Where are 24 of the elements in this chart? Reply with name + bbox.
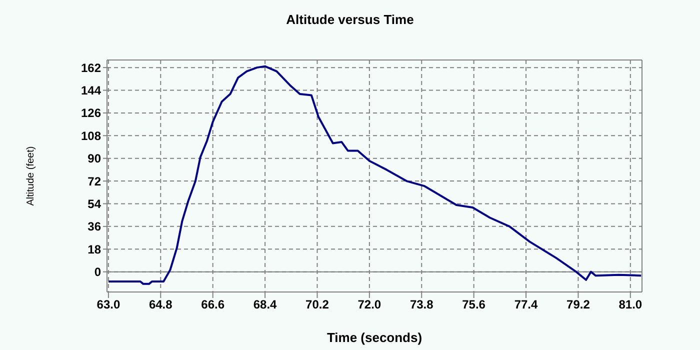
y-tick-label: 90 (88, 152, 102, 166)
x-tick-label: 73.8 (410, 298, 434, 312)
y-tick-label: 144 (80, 84, 102, 98)
x-tick-label: 79.2 (566, 298, 590, 312)
y-tick-label: 108 (80, 128, 102, 143)
y-tick-label: 162 (80, 60, 102, 75)
y-tick-label: 36 (88, 220, 102, 234)
x-axis-title: Time (seconds) (326, 330, 422, 345)
y-axis-title: Altitude (feet) (26, 146, 37, 206)
y-tick-label: 18 (88, 242, 102, 256)
x-tick-label: 77.4 (514, 298, 538, 312)
y-tick-label: 72 (88, 174, 102, 188)
x-tick-label: 64.8 (148, 298, 173, 312)
chart-title: Altitude versus Time (285, 12, 415, 27)
x-tick-label: 63.0 (96, 298, 120, 312)
x-tick-label: 72.0 (358, 298, 382, 312)
x-tick-label: 75.6 (462, 298, 486, 312)
y-tick-label: 54 (88, 197, 102, 211)
y-tick-label: 126 (80, 106, 102, 120)
x-tick-label: 68.4 (253, 298, 278, 312)
x-tick-label: 81.0 (618, 298, 642, 312)
x-tick-label: 66.6 (201, 298, 225, 312)
x-tick-label: 70.2 (306, 298, 330, 312)
y-tick-label: 0 (94, 265, 102, 280)
